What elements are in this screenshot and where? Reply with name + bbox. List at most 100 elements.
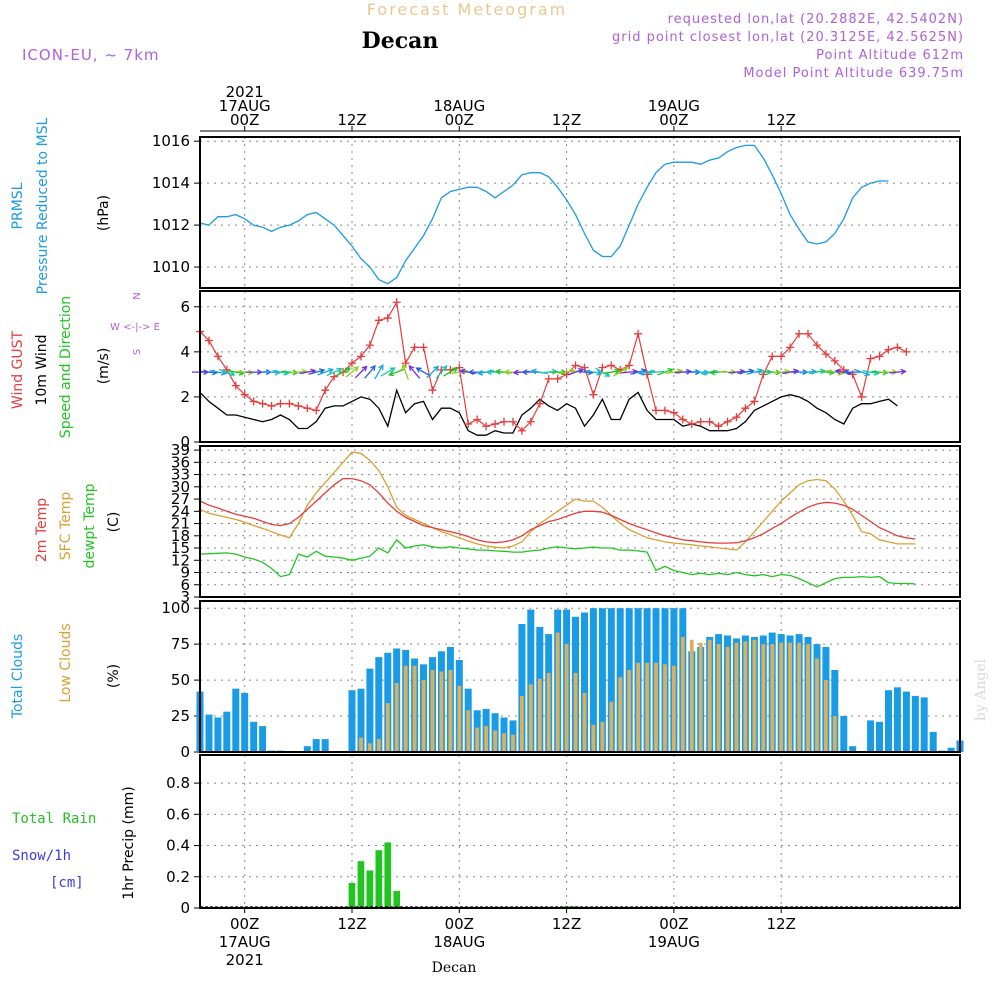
rain-bar xyxy=(375,850,383,908)
gust-marker xyxy=(777,352,786,361)
low-cloud-bar xyxy=(573,672,578,752)
wind-direction-arrow xyxy=(637,369,656,376)
low-cloud-bar xyxy=(779,642,784,752)
total-cloud-bar xyxy=(303,746,311,752)
wind-direction-arrow xyxy=(364,364,376,379)
low-cloud-bar xyxy=(600,721,605,752)
requested-coords: requested lon,lat (20.2882E, 42.5402N) xyxy=(668,12,964,27)
gust-marker xyxy=(500,417,508,426)
precip-unit: 1hr Precip (mm) xyxy=(121,786,137,899)
total-cloud-bar xyxy=(348,690,356,752)
gust-marker xyxy=(678,415,687,424)
low-cloud-bar xyxy=(797,642,801,752)
temp-frame xyxy=(199,445,961,598)
total-cloud-bar xyxy=(589,608,597,752)
gust-marker xyxy=(240,390,249,399)
gust-marker xyxy=(652,406,660,415)
pressure-ytick-label: 1014 xyxy=(152,174,190,192)
gust-line xyxy=(199,300,907,432)
gust-marker xyxy=(267,401,276,410)
wind-label: 10m Wind xyxy=(34,334,50,405)
temp-ytick-label: 24 xyxy=(171,502,190,520)
bottom-axis-label: 2021 xyxy=(226,951,264,969)
total-cloud-bar xyxy=(205,714,213,752)
gust-marker xyxy=(750,397,759,406)
gust-marker xyxy=(526,417,535,426)
footer-location: Decan xyxy=(432,960,477,976)
total-cloud-bar xyxy=(840,716,848,752)
gust-label: Wind GUST xyxy=(10,330,26,409)
clouds-ytick-label: 75 xyxy=(171,635,190,653)
gust-marker xyxy=(231,381,240,390)
wind-direction-arrow xyxy=(335,367,352,377)
gust-marker xyxy=(213,352,222,361)
low-cloud-bar xyxy=(502,733,506,752)
low-cloud-bar xyxy=(582,693,587,752)
temp-ytick-label: 36 xyxy=(171,453,190,471)
temp-labels: 2m Temp SFC Temp dewpt Temp (C) xyxy=(34,483,122,568)
low-cloud-bar xyxy=(654,662,658,752)
compass-south: S xyxy=(132,349,143,355)
low-cloud-bar xyxy=(761,644,766,752)
total-cloud-bar xyxy=(902,691,910,752)
bottom-axis-label: 00Z xyxy=(445,915,474,933)
total-cloud-bar xyxy=(831,670,839,752)
gust-marker xyxy=(491,419,500,428)
clouds-frame xyxy=(199,600,961,753)
total-cloud-bar xyxy=(929,731,937,752)
gust-marker xyxy=(276,399,285,408)
top-axis-label: 2021 xyxy=(226,83,264,101)
low-cloud-bar xyxy=(466,710,471,752)
temp-unit: (C) xyxy=(106,512,122,533)
gust-marker xyxy=(330,372,339,381)
wind-direction-arrow xyxy=(443,367,459,377)
gust-marker xyxy=(866,354,875,363)
low-cloud-bar xyxy=(698,642,703,752)
low-cloud-bar xyxy=(376,739,381,752)
rain-bar xyxy=(393,890,401,908)
total-cloud-bar xyxy=(911,695,919,752)
wind-direction-arrow xyxy=(308,368,326,375)
temp-ytick-label: 15 xyxy=(171,539,190,557)
gust-marker xyxy=(356,352,365,361)
sfc-label: SFC Temp xyxy=(58,492,74,561)
rain-bar xyxy=(366,870,374,908)
pressure-frame xyxy=(199,136,961,289)
total-clouds-label: Total Clouds xyxy=(10,634,26,719)
low-cloud-bar xyxy=(832,716,837,752)
wind-direction-arrow xyxy=(380,367,396,377)
total-cloud-bar xyxy=(232,688,240,752)
low-cloud-bar xyxy=(636,662,640,752)
temp-ytick-label: 27 xyxy=(171,490,190,508)
wind-direction-arrow xyxy=(530,368,548,375)
total-cloud-bar xyxy=(312,739,320,752)
model-label: ICON-EU, ~ 7km xyxy=(22,46,160,64)
temp-2m-line xyxy=(199,477,916,544)
total-cloud-bar xyxy=(321,739,329,752)
wind-direction-arrow xyxy=(219,368,236,377)
gust-marker xyxy=(392,298,401,307)
gust-marker xyxy=(723,417,732,426)
rain-bar xyxy=(348,883,356,908)
total-cloud-bar xyxy=(893,687,901,752)
low-cloud-bar xyxy=(403,665,408,752)
low-cloud-bar xyxy=(493,730,497,752)
low-cloud-bar xyxy=(520,695,524,752)
total-cloud-bar xyxy=(598,608,606,752)
gust-marker xyxy=(294,401,303,410)
gust-marker xyxy=(258,399,267,408)
chart-title: Forecast Meteogram xyxy=(367,0,567,19)
wind-ytick-label: 4 xyxy=(180,343,190,361)
total-cloud-bar xyxy=(876,721,883,752)
top-axis-label: 12Z xyxy=(337,111,366,129)
gust-marker xyxy=(204,336,213,345)
precip-ytick-label: 0.2 xyxy=(166,868,190,886)
total-cloud-bar xyxy=(250,721,258,752)
wind-frame xyxy=(199,290,961,443)
total-cloud-bar xyxy=(223,711,231,752)
low-cloud-bar xyxy=(412,665,417,752)
gust-marker xyxy=(598,363,607,372)
precip-ytick-label: 0.4 xyxy=(166,837,190,855)
gust-marker xyxy=(634,329,643,338)
wind-direction-arrow xyxy=(354,365,368,379)
